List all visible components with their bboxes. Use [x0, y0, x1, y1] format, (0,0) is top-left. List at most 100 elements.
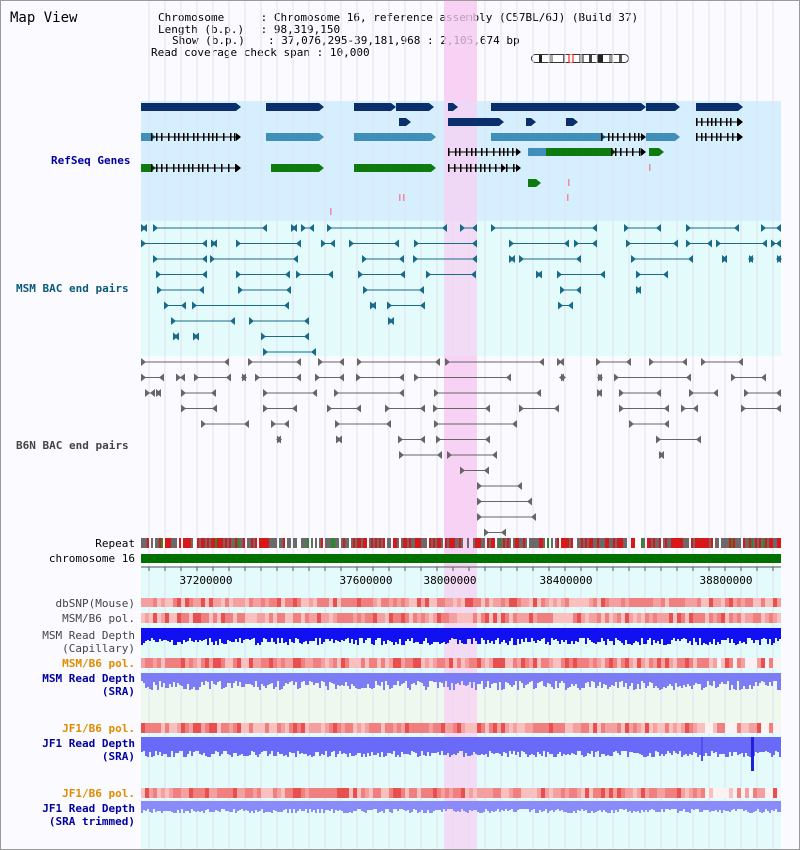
- msm-sra-depth-bar: [175, 673, 177, 687]
- repeat-element: [535, 538, 537, 548]
- polymorphism-cell: [753, 613, 757, 623]
- msm-capillary-depth-bar: [545, 628, 547, 644]
- polymorphism-cell: [697, 658, 701, 668]
- gene-exon: [730, 118, 732, 126]
- track-label-b6n-bac[interactable]: B6N BAC end pairs: [16, 439, 129, 452]
- polymorphism-cell: [521, 598, 525, 607]
- jf1-trimmed-depth-bar: [233, 801, 235, 809]
- polymorphism-cell: [405, 613, 409, 623]
- msm-capillary-depth-bar: [273, 628, 275, 642]
- polymorphism-cell: [217, 598, 221, 607]
- polymorphism-cell: [321, 613, 325, 623]
- polymorphism-cell: [761, 658, 765, 668]
- jf1-trimmed-depth-bar: [383, 801, 385, 813]
- msm-capillary-depth-bar: [219, 628, 221, 639]
- repeat-element: [487, 538, 489, 548]
- jf1-trimmed-depth-bar: [455, 801, 457, 812]
- b6n-bac-pair-end: [145, 389, 150, 397]
- msm-capillary-depth-bar: [615, 628, 617, 638]
- msm-capillary-depth-bar: [243, 628, 245, 640]
- polymorphism-cell: [489, 658, 493, 668]
- polymorphism-cell: [297, 598, 301, 607]
- msm-sra-depth-bar: [753, 673, 755, 686]
- polymorphism-cell: [641, 723, 645, 733]
- b6n-bac-pair-end: [211, 389, 216, 397]
- polymorphism-cell: [493, 788, 497, 798]
- polymorphism-cell: [637, 788, 641, 798]
- jf1-sra-depth-bar: [643, 737, 645, 757]
- jf1-trimmed-depth-bar: [345, 801, 347, 813]
- msm-sra-depth-bar: [247, 673, 249, 684]
- jf1-sra-depth-bar: [691, 737, 693, 755]
- jf1-sra-depth-bar: [749, 737, 751, 757]
- polymorphism-cell: [293, 658, 297, 668]
- jf1-trimmed-depth-bar: [549, 801, 551, 811]
- polymorphism-cell: [629, 658, 633, 668]
- repeat-element: [249, 538, 251, 548]
- b6n-bac-pair-end: [224, 358, 229, 366]
- repeat-element: [405, 538, 407, 548]
- msm-sra-depth-bar: [287, 673, 289, 684]
- polymorphism-cell: [761, 598, 765, 607]
- polymorphism-cell: [181, 788, 185, 798]
- b6n-bac-track[interactable]: [141, 358, 781, 537]
- msm-sra-depth-bar: [709, 673, 711, 685]
- polymorphism-cell: [209, 598, 213, 607]
- polymorphism-cell: [601, 598, 605, 607]
- polymorphism-cell: [533, 723, 537, 733]
- msm-sra-depth-bar: [277, 673, 279, 681]
- chromosome-ideogram[interactable]: [531, 54, 629, 63]
- track-label-msm-depth: MSM Read Depth: [42, 629, 135, 642]
- polymorphism-cell: [593, 598, 597, 607]
- msm-capillary-depth-bar: [375, 628, 377, 640]
- polymorphism-cell: [253, 613, 257, 623]
- repeat-track[interactable]: [141, 538, 781, 548]
- polymorphism-cell: [597, 598, 601, 607]
- msm-capillary-depth-bar: [407, 628, 409, 639]
- polymorphism-cell: [453, 613, 457, 623]
- jf1-trimmed-depth-bar: [229, 801, 231, 812]
- polymorphism-cell: [401, 788, 405, 798]
- jf1-trimmed-depth-bar: [459, 801, 461, 812]
- jf1-trimmed-depth-bar: [447, 801, 449, 809]
- jf1-sra-depth-bar: [517, 737, 519, 752]
- msm-bac-pair-end: [236, 239, 241, 248]
- polymorphism-cell: [221, 658, 225, 668]
- polymorphism-cell: [697, 598, 701, 607]
- jf1-sra-depth-bar: [173, 737, 175, 757]
- jf1-trimmed-depth-bar: [181, 801, 183, 809]
- jf1-sra-depth-bar: [379, 737, 381, 757]
- msm-capillary-depth-bar: [283, 628, 285, 643]
- repeat-element: [227, 538, 229, 548]
- msm-capillary-depth-bar: [685, 628, 687, 639]
- msm-sra-depth-bar: [477, 673, 479, 684]
- polymorphism-cell: [717, 788, 721, 798]
- msm-sra-depth-bar: [591, 673, 593, 681]
- jf1-sra-depth-bar: [269, 737, 271, 754]
- polymorphism-cell: [741, 613, 745, 623]
- jf1-sra-depth-bar: [723, 737, 725, 754]
- jf1-trimmed-depth-bar: [167, 801, 169, 811]
- polymorphism-cell: [473, 788, 477, 798]
- repeat-element: [373, 538, 375, 548]
- track-label-refseq[interactable]: RefSeq Genes: [51, 154, 131, 167]
- polymorphism-cell: [329, 788, 333, 798]
- msm-sra-depth-bar: [539, 673, 541, 682]
- msm-capillary-depth-bar: [779, 628, 781, 639]
- track-label-msm-bac[interactable]: MSM BAC end pairs: [16, 282, 129, 295]
- msm-bac-track[interactable]: [141, 224, 782, 356]
- msm-capillary-depth-bar: [395, 628, 397, 642]
- msm-sra-depth-bar: [695, 673, 697, 683]
- b6n-bac-pair-end: [689, 389, 694, 397]
- jf1-sra-depth-bar: [581, 737, 583, 755]
- msm-sra-depth-bar: [383, 673, 385, 690]
- msm-capillary-depth-bar: [313, 628, 315, 641]
- polymorphism-cell: [409, 658, 413, 668]
- jf1-sra-depth-bar: [413, 737, 415, 752]
- repeat-element: [205, 538, 207, 548]
- refseq-genes-track[interactable]: [141, 103, 743, 215]
- msm-sra-depth-bar: [583, 673, 585, 688]
- polymorphism-cell: [517, 658, 521, 668]
- gene-exon: [466, 164, 468, 172]
